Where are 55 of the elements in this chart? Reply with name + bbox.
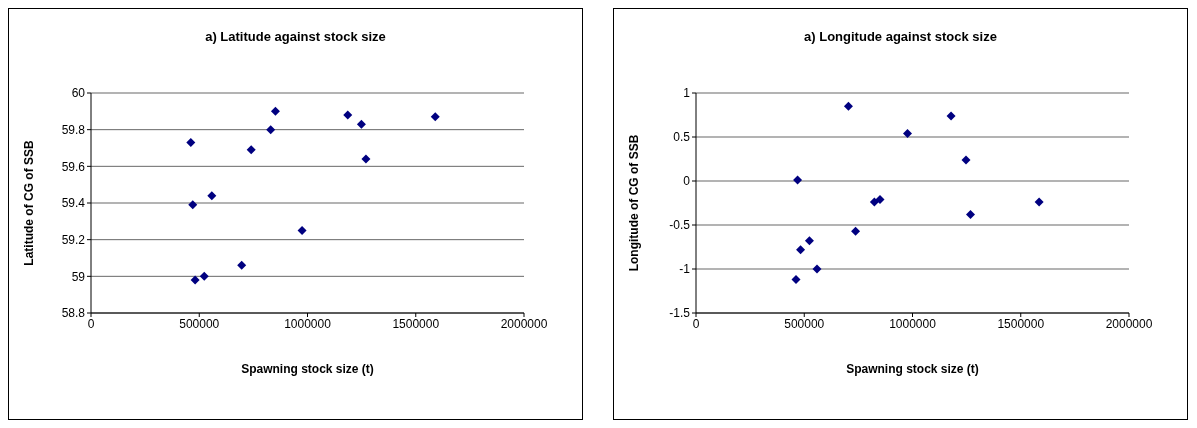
x-tick-label: 2000000 bbox=[1105, 316, 1153, 331]
x-axis-title: Spawning stock size (t) bbox=[241, 362, 374, 376]
y-axis-title: Longitude of CG of SSB bbox=[627, 134, 642, 272]
point bbox=[186, 138, 196, 147]
y-tick-label: 0.5 bbox=[673, 130, 691, 145]
x-tick-label: 1000000 bbox=[284, 316, 332, 331]
point bbox=[207, 191, 217, 201]
y-tick-label: 59 bbox=[71, 269, 86, 284]
point bbox=[804, 236, 814, 246]
point bbox=[297, 226, 307, 235]
y-tick-label: 1 bbox=[683, 86, 691, 101]
point bbox=[851, 226, 861, 236]
point bbox=[843, 101, 853, 111]
y-tick-label: -1 bbox=[679, 262, 691, 277]
point bbox=[246, 145, 256, 155]
point bbox=[966, 209, 976, 219]
x-tick-label: 1500000 bbox=[392, 316, 440, 331]
point bbox=[190, 275, 200, 285]
y-tick-label: 59.6 bbox=[61, 159, 86, 174]
y-tick-label: -0.5 bbox=[669, 218, 691, 233]
chart-title: a) Longitude against stock size bbox=[803, 29, 998, 44]
point bbox=[266, 125, 276, 135]
x-axis-title: Spawning stock size (t) bbox=[846, 362, 979, 376]
point bbox=[961, 155, 971, 165]
x-tick-label: 2000000 bbox=[500, 316, 548, 331]
point bbox=[199, 271, 209, 281]
x-tick-label: 500000 bbox=[784, 316, 825, 331]
y-tick-label: 59.2 bbox=[61, 232, 86, 247]
y-tick-label: 60 bbox=[71, 86, 86, 101]
y-tick-label: 58.8 bbox=[61, 306, 86, 321]
point bbox=[343, 110, 353, 120]
point bbox=[1034, 197, 1044, 207]
x-tick-label: 1000000 bbox=[889, 316, 937, 331]
x-tick-label: 500000 bbox=[179, 316, 220, 331]
point bbox=[812, 264, 822, 274]
point bbox=[270, 106, 280, 116]
y-tick-label: 0 bbox=[683, 174, 691, 189]
point bbox=[356, 119, 366, 129]
y-axis-title: Latitude of CG of SSB bbox=[22, 140, 37, 266]
point bbox=[430, 112, 440, 122]
point bbox=[361, 154, 371, 164]
y-tick-label: -1.5 bbox=[669, 306, 691, 321]
y-tick-label: 59.8 bbox=[61, 122, 86, 137]
point bbox=[869, 197, 879, 207]
point bbox=[796, 245, 806, 255]
point bbox=[903, 128, 913, 138]
y-tick-label: 59.4 bbox=[61, 196, 86, 211]
point bbox=[793, 175, 803, 185]
chart-title: a) Latitude against stock size bbox=[204, 29, 387, 44]
x-tick-label: 1500000 bbox=[997, 316, 1045, 331]
point bbox=[791, 275, 801, 285]
point bbox=[188, 200, 198, 210]
point bbox=[946, 111, 956, 121]
point bbox=[237, 260, 247, 270]
point bbox=[875, 194, 885, 204]
